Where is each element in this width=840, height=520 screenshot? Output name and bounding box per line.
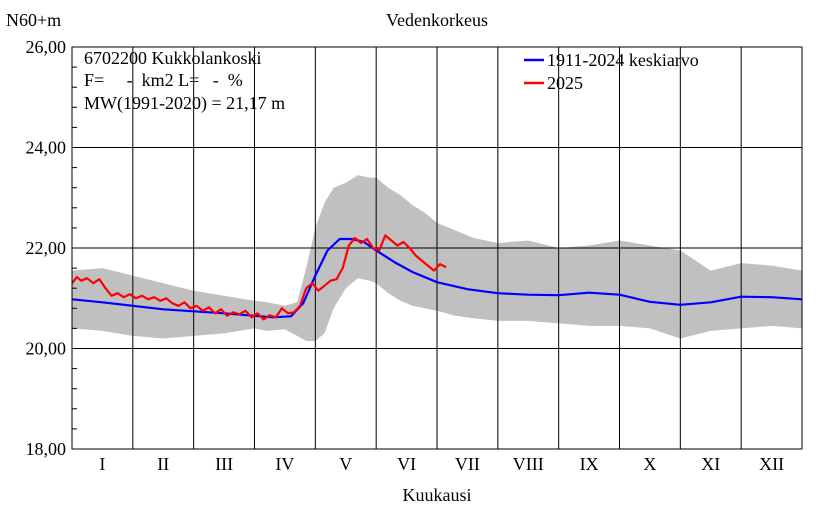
area-info: F= - km2 L= - %: [84, 70, 243, 90]
month-label: IV: [275, 454, 294, 474]
y-tick-label: 24,00: [26, 138, 67, 158]
month-label: X: [643, 454, 656, 474]
y-tick-label: 26,00: [26, 37, 67, 57]
month-label: I: [99, 454, 105, 474]
mw-info: MW(1991-2020) = 21,17 m: [84, 93, 285, 114]
month-label: VIII: [513, 454, 544, 474]
chart-title: Vedenkorkeus: [386, 10, 488, 30]
month-label: IX: [580, 454, 599, 474]
y-tick-label: 20,00: [26, 339, 67, 359]
month-label: XI: [701, 454, 720, 474]
month-label: III: [215, 454, 233, 474]
month-label: V: [339, 454, 352, 474]
y-axis-label: N60+m: [6, 10, 61, 30]
legend: 1911-2024 keskiarvo 2025: [524, 50, 699, 93]
y-tick-label: 18,00: [26, 439, 67, 459]
y-tick-label: 22,00: [26, 238, 67, 258]
month-label: VII: [455, 454, 480, 474]
station-name: 6702200 Kukkolankoski: [84, 48, 262, 68]
month-label: XII: [759, 454, 784, 474]
x-axis-label: Kuukausi: [403, 485, 472, 505]
series-line-2025: [71, 234, 447, 321]
legend-label: 2025: [547, 73, 583, 93]
legend-label: 1911-2024 keskiarvo: [547, 50, 699, 70]
month-label: II: [157, 454, 169, 474]
month-label: VI: [397, 454, 416, 474]
